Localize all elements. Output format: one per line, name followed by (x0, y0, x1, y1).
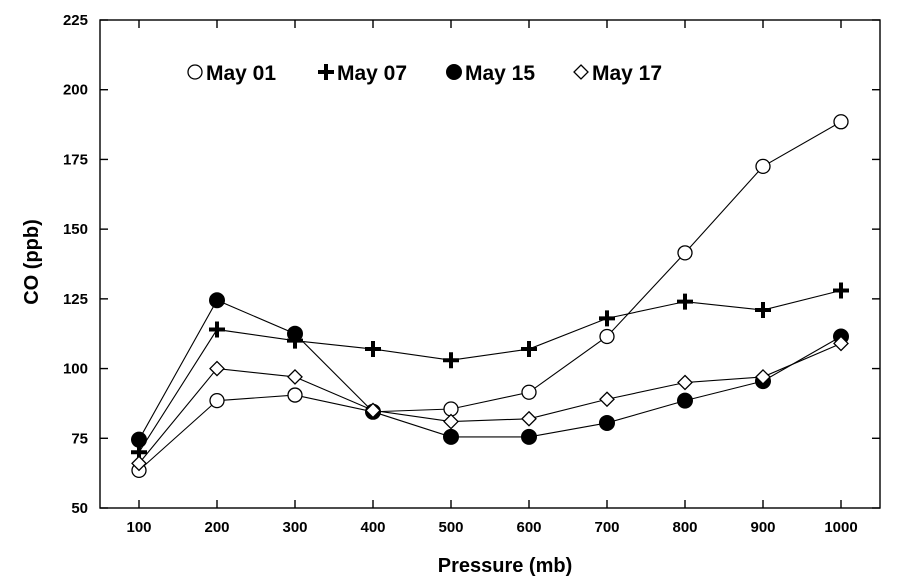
data-point (209, 360, 225, 377)
data-point (521, 384, 537, 400)
series-may-15 (131, 292, 849, 448)
data-point (131, 431, 147, 448)
data-point (443, 413, 459, 430)
x-tick-label: 500 (438, 519, 463, 536)
y-tick-label: 150 (63, 221, 88, 238)
legend-label: May 15 (465, 62, 535, 85)
x-tick-label: 400 (360, 519, 385, 536)
data-point (599, 328, 615, 345)
legend: May 01 May 07 May 15 May 17 (187, 62, 662, 85)
data-point (755, 302, 771, 319)
y-tick-label: 50 (71, 500, 88, 517)
x-tick-label: 300 (282, 519, 307, 536)
y-axis: 50 75 100 125 150 175 200 225 (63, 12, 880, 517)
series-line (138, 289, 842, 453)
series-line (138, 121, 842, 471)
legend-item: May 01 (187, 62, 276, 85)
data-point (131, 455, 147, 472)
legend-label: May 07 (337, 62, 407, 85)
legend-item: May 17 (573, 62, 662, 85)
data-point (755, 158, 771, 175)
data-point (443, 428, 459, 445)
x-tick-label: 900 (750, 519, 775, 536)
y-tick-label: 225 (63, 12, 88, 29)
y-tick-label: 175 (63, 151, 88, 168)
y-tick-label: 75 (71, 430, 88, 447)
series-layer (131, 114, 849, 479)
data-point (677, 374, 693, 391)
legend-label: May 17 (592, 62, 662, 85)
data-point (599, 391, 615, 408)
legend-marker (187, 64, 203, 80)
data-point (677, 392, 693, 409)
plot-frame (99, 19, 881, 509)
series-may-01 (131, 114, 849, 479)
data-point (209, 392, 225, 409)
data-point (755, 369, 771, 385)
data-point (287, 387, 303, 403)
series-may-17 (131, 335, 849, 472)
legend-marker (573, 64, 589, 80)
series-line (138, 299, 842, 440)
x-tick-label: 700 (594, 519, 619, 536)
y-tick-label: 100 (63, 361, 88, 378)
legend-item: May 07 (318, 62, 407, 85)
data-point (599, 414, 615, 431)
data-point (209, 321, 225, 338)
data-point (365, 402, 381, 419)
data-point (521, 410, 537, 427)
x-tick-label: 100 (126, 519, 151, 536)
x-tick-label: 800 (672, 519, 697, 536)
x-tick-label: 600 (516, 519, 541, 536)
data-point (833, 114, 849, 130)
legend-item: May 15 (446, 62, 535, 85)
x-tick-label: 1000 (824, 519, 857, 536)
data-point (521, 428, 537, 445)
y-axis-title: CO (ppb) (21, 219, 43, 305)
legend-marker (446, 64, 462, 80)
data-point (209, 292, 225, 309)
data-point (287, 369, 303, 385)
data-point (599, 310, 615, 327)
x-axis-title: Pressure (mb) (438, 555, 573, 577)
y-tick-label: 125 (63, 291, 88, 308)
legend-marker (318, 64, 334, 80)
data-point (677, 293, 693, 310)
plot-border (99, 19, 881, 509)
x-axis: 100 200 300 400 500 600 700 800 900 1000 (126, 20, 858, 536)
data-point (833, 282, 849, 299)
series-line (138, 342, 842, 464)
data-point (521, 341, 537, 358)
y-tick-label: 200 (63, 82, 88, 99)
data-point (833, 335, 849, 352)
data-point (443, 352, 459, 369)
data-point (677, 245, 693, 261)
data-point (287, 325, 303, 342)
data-point (365, 341, 381, 358)
legend-label: May 01 (206, 62, 276, 85)
x-tick-label: 200 (204, 519, 229, 536)
